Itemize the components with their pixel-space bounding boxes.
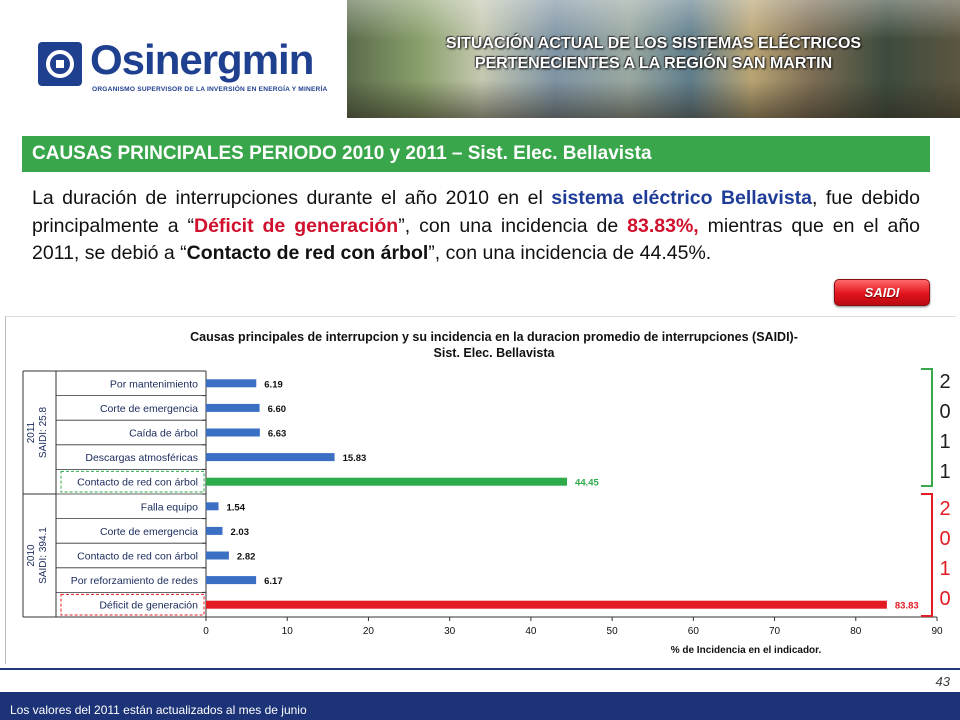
x-tick-label: 40 [525, 626, 537, 637]
para-text-1: La duración de interrupciones durante el… [32, 187, 552, 209]
x-tick-label: 60 [688, 626, 700, 637]
x-tick-label: 90 [931, 626, 943, 637]
year-digit: 2 [939, 371, 951, 393]
category-label: Por reforzamiento de redes [71, 575, 198, 587]
year-digit: 1 [939, 431, 951, 453]
bar-value-label: 83.83 [895, 601, 919, 612]
saidi-bar-chart: Causas principales de interrupcion y su … [22, 330, 943, 656]
year-digit: 0 [939, 401, 951, 423]
x-tick-label: 10 [282, 626, 294, 637]
banner-title-line1: SITUACIÓN ACTUAL DE LOS SISTEMAS ELÉCTRI… [445, 35, 862, 52]
category-label: Contacto de red con árbol [77, 477, 198, 489]
category-label: Descargas atmosféricas [85, 452, 198, 464]
year-brace-2011 [921, 368, 933, 487]
year-digit: 1 [939, 558, 951, 580]
x-tick-label: 50 [607, 626, 619, 637]
year-digit: 0 [939, 588, 951, 610]
para-main-cause-2011: Contacto de red con árbol [186, 242, 429, 264]
banner-title: SITUACIÓN ACTUAL DE LOS SISTEMAS ELÉCTRI… [347, 34, 960, 74]
group-label-saidi: SAIDI: 394.1 [38, 527, 49, 584]
para-incidence-2010: 83.83%, [627, 214, 699, 237]
chart-title-line2: Sist. Elec. Bellavista [434, 346, 556, 360]
category-label: Falla equipo [141, 501, 198, 513]
bottom-bar [0, 692, 960, 720]
bar-value-label: 6.63 [268, 429, 287, 440]
category-label: Por mantenimiento [110, 378, 198, 390]
logo-text: Osinergmin [90, 36, 314, 83]
banner-title-line2: PERTENECIENTES A LA REGIÓN SAN MARTIN [474, 55, 833, 72]
bar [206, 576, 257, 585]
year-digit: 1 [939, 461, 951, 483]
x-axis-label: % de Incidencia en el indicador. [671, 645, 822, 656]
group-label-year: 2010 [26, 544, 37, 567]
para-system-name: sistema eléctrico Bellavista [551, 187, 813, 209]
category-label: Corte de emergencia [100, 403, 198, 415]
bar [206, 600, 887, 609]
para-text-2: , fue debido principalmente a “ [32, 187, 920, 237]
bar [206, 453, 335, 462]
bar-value-label: 6.60 [268, 404, 287, 415]
x-tick-label: 20 [363, 626, 375, 637]
bar-value-label: 15.83 [343, 453, 367, 464]
bar-value-label: 44.45 [575, 478, 599, 489]
section-title: CAUSAS PRINCIPALES PERIODO 2010 y 2011 –… [22, 136, 930, 172]
bar-value-label: 2.82 [237, 552, 256, 563]
osinergmin-logo: Osinergmin ORGANISMO SUPERVISOR DE LA IN… [38, 36, 338, 102]
category-label: Caída de árbol [129, 428, 198, 440]
bar-value-label: 1.54 [227, 502, 246, 513]
bar-value-label: 6.17 [264, 576, 283, 587]
bar [206, 526, 223, 535]
logo-subtitle: ORGANISMO SUPERVISOR DE LA INVERSIÓN EN … [92, 86, 328, 93]
chart-title-line1: Causas principales de interrupcion y su … [190, 330, 798, 344]
group-label-year: 2011 [26, 421, 37, 443]
saidi-button[interactable]: SAIDI [834, 279, 930, 306]
category-label: Déficit de generación [99, 600, 198, 612]
para-text-3: ”, con una incidencia de [398, 214, 628, 237]
bar [206, 477, 568, 486]
year-brace-2010 [921, 493, 933, 617]
year-digit: 2 [939, 498, 951, 520]
page-number: 43 [935, 674, 950, 689]
header-banner: SITUACIÓN ACTUAL DE LOS SISTEMAS ELÉCTRI… [347, 0, 960, 118]
bar [206, 502, 219, 511]
group-label-saidi: SAIDI: 25.8 [38, 406, 49, 458]
x-tick-label: 0 [203, 626, 209, 637]
bar [206, 551, 229, 560]
bar [206, 379, 257, 388]
x-tick-label: 80 [850, 626, 862, 637]
logo-mark-icon [38, 42, 82, 86]
summary-paragraph: La duración de interrupciones durante el… [32, 185, 920, 268]
category-label: Corte de emergencia [100, 526, 198, 538]
x-tick-label: 30 [444, 626, 456, 637]
category-label: Contacto de red con árbol [77, 551, 198, 563]
bar-value-label: 2.03 [230, 527, 249, 538]
chart-frame: Causas principales de interrupcion y su … [5, 316, 956, 664]
bar-value-label: 6.19 [264, 379, 283, 390]
para-main-cause-2010: Déficit de generación [194, 214, 399, 237]
year-digit: 0 [939, 528, 951, 550]
footer-bar [0, 668, 960, 694]
highlight-box [60, 470, 205, 493]
footer-note: Los valores del 2011 están actualizados … [10, 703, 307, 717]
bar [206, 428, 260, 437]
highlight-box [60, 593, 205, 616]
bar [206, 403, 260, 412]
para-text-5: ”, con una incidencia de 44.45%. [428, 242, 712, 264]
x-tick-label: 70 [769, 626, 781, 637]
para-text-4: mientras que en el año 2011, se debió a … [32, 214, 921, 265]
